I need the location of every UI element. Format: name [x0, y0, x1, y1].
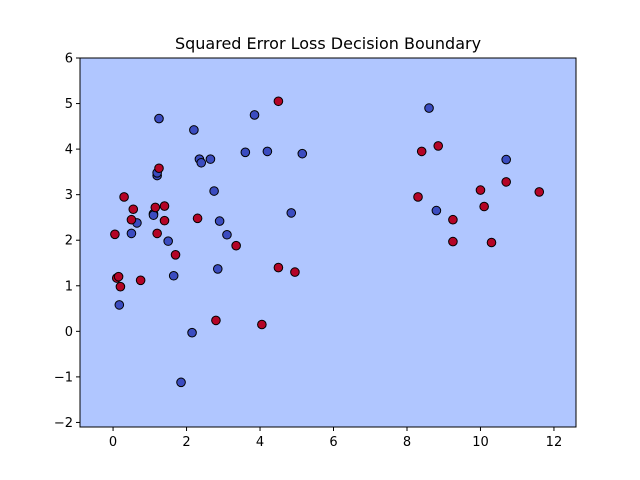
red-class-point: [475, 185, 486, 195]
blue-class-point: [189, 125, 199, 135]
red-class-point: [501, 177, 511, 187]
blue-class-point: [212, 264, 223, 274]
plot-frame: [79, 57, 577, 428]
blue-class-point: [431, 205, 442, 216]
y-tick-label: 6: [65, 52, 73, 67]
red-class-point: [448, 214, 458, 225]
y-axis: −2 −1 0 1 2 3 4 5 6: [54, 52, 80, 431]
blue-class-point: [148, 210, 159, 220]
red-class-point: [534, 187, 545, 197]
y-tick-label: 0: [65, 325, 73, 340]
blue-class-point: [222, 229, 232, 240]
y-tick-label: 4: [65, 143, 73, 158]
red-class-point: [159, 215, 170, 226]
red-class-point: [231, 240, 241, 251]
red-class-point: [113, 271, 124, 282]
red-class-point: [135, 275, 146, 286]
red-class-point: [416, 146, 427, 157]
red-class-point: [159, 201, 170, 211]
blue-class-point: [114, 300, 125, 310]
y-tick-label: 1: [65, 279, 73, 294]
red-class-point: [448, 236, 458, 247]
red-class-point: [273, 96, 284, 107]
blue-class-point: [501, 154, 511, 165]
blue-class-point: [240, 147, 251, 158]
x-axis: 0 2 4 6 8 10 12: [109, 427, 562, 450]
red-class-point: [290, 267, 300, 277]
red-class-point: [152, 228, 162, 239]
x-tick-label: 12: [546, 435, 563, 450]
red-class-point: [119, 192, 129, 202]
red-class-point: [170, 250, 181, 260]
red-class-point: [192, 213, 203, 224]
x-tick-label: 4: [256, 435, 264, 450]
red-class-point: [486, 237, 497, 248]
blue-class-point: [286, 208, 297, 218]
red-class-point: [257, 319, 267, 330]
x-tick-label: 0: [109, 435, 117, 450]
x-tick-label: 10: [472, 435, 489, 450]
red-class-point: [150, 202, 161, 213]
blue-class-point: [214, 216, 225, 226]
blue-class-point: [126, 228, 137, 239]
y-tick-label: 5: [65, 97, 73, 112]
red-class-point: [211, 315, 221, 326]
scatter-points: [110, 96, 545, 388]
y-tick-label: 2: [65, 234, 73, 249]
blue-class-point: [196, 157, 207, 168]
y-tick-label: −1: [54, 370, 73, 385]
blue-class-point: [205, 154, 216, 164]
blue-class-point: [262, 146, 273, 157]
blue-class-point: [424, 103, 434, 113]
blue-class-point: [297, 148, 308, 159]
blue-class-point: [187, 327, 197, 338]
red-class-point: [154, 163, 164, 174]
blue-class-point: [249, 110, 260, 120]
red-class-point: [115, 281, 126, 292]
blue-class-point: [168, 270, 179, 281]
red-class-point: [128, 204, 139, 215]
red-class-point: [273, 262, 284, 273]
x-tick-label: 8: [403, 435, 411, 450]
blue-class-point: [176, 377, 186, 388]
x-tick-label: 6: [329, 435, 337, 450]
blue-class-point: [154, 113, 164, 124]
red-class-point: [479, 201, 489, 212]
y-tick-label: −2: [54, 416, 73, 431]
y-tick-label: 3: [65, 188, 73, 203]
red-class-point: [413, 192, 423, 202]
decision-region: [80, 58, 576, 427]
red-class-point: [126, 214, 137, 225]
red-class-point: [110, 229, 120, 240]
red-class-point: [433, 141, 444, 151]
chart-title: Squared Error Loss Decision Boundary: [175, 34, 481, 53]
blue-class-point: [163, 236, 173, 246]
x-tick-label: 2: [182, 435, 190, 450]
blue-class-point: [209, 186, 219, 196]
